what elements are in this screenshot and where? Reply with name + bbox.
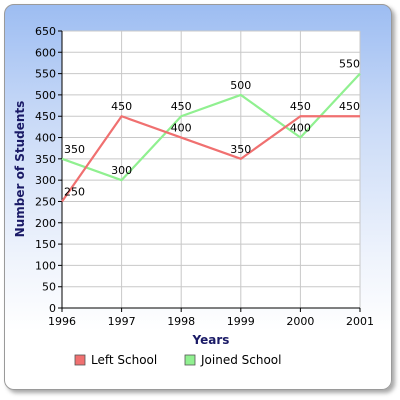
data-label-left-school: 450 — [111, 100, 132, 113]
y-tick-label: 400 — [35, 132, 56, 145]
y-tick-label: 200 — [35, 217, 56, 230]
x-tick-label: 1996 — [48, 315, 76, 328]
data-label-left-school: 450 — [339, 100, 360, 113]
legend-swatch — [74, 354, 86, 366]
data-label-joined-school: 550 — [339, 58, 360, 71]
chart-card: 0 50 100 150 200 250 300 350 400 450 500 550 600 650 … — [4, 4, 392, 390]
y-tick-label: 250 — [35, 195, 56, 208]
axes — [58, 30, 361, 312]
series-line-joined-school — [61, 72, 361, 182]
series-line-left-school — [61, 115, 360, 203]
y-tick-label: 100 — [35, 259, 56, 272]
x-tick-label: 2000 — [286, 315, 314, 328]
data-label-joined-school: 300 — [111, 164, 132, 177]
data-label-joined-school: 450 — [171, 100, 192, 113]
x-tick-label: 2001 — [346, 315, 374, 328]
legend-item-joined-school: Joined School — [184, 353, 281, 367]
y-tick-label: 500 — [35, 89, 56, 102]
y-tick-label: 450 — [35, 110, 56, 123]
data-label-joined-school: 500 — [230, 79, 251, 92]
x-tick-label: 1997 — [108, 315, 136, 328]
y-tick-label: 350 — [35, 153, 56, 166]
y-tick-label: 650 — [35, 25, 56, 38]
grid-lines — [62, 30, 361, 308]
y-tick-label: 300 — [35, 174, 56, 187]
data-labels: 250 450 400 350 450 450 350 300 450 500 400 550 — [64, 58, 360, 199]
y-axis-tick-labels: 0 50 100 150 200 250 300 350 400 450 500 550 600 650 — [35, 25, 56, 315]
data-label-left-school: 250 — [64, 185, 85, 198]
data-label-left-school: 350 — [230, 143, 251, 156]
x-axis-tick-labels: 1996 1997 1998 1999 2000 2001 — [48, 315, 374, 328]
plot-area — [62, 31, 360, 308]
legend-label: Joined School — [200, 353, 281, 367]
data-label-left-school: 400 — [171, 122, 192, 135]
y-tick-label: 150 — [35, 238, 56, 251]
x-tick-label: 1998 — [167, 315, 195, 328]
line-chart: 050100150200250300350400450500550600650 … — [13, 25, 374, 367]
y-tick-label: 50 — [42, 281, 56, 294]
legend-label: Left School — [91, 353, 157, 367]
legend-swatch — [184, 354, 196, 366]
y-axis-title: Number of Students — [13, 101, 27, 238]
x-axis-title: Years — [192, 333, 230, 347]
y-tick-label: 600 — [35, 46, 56, 59]
legend: Left School Joined School — [74, 353, 281, 367]
data-label-joined-school: 350 — [64, 143, 85, 156]
y-tick-label: 0 — [49, 302, 56, 315]
data-label-left-school: 450 — [290, 100, 311, 113]
data-label-joined-school: 400 — [290, 122, 311, 135]
legend-item-left-school: Left School — [74, 353, 157, 367]
y-tick-label: 550 — [35, 68, 56, 81]
x-tick-label: 1999 — [227, 315, 255, 328]
series-lines — [61, 72, 361, 203]
